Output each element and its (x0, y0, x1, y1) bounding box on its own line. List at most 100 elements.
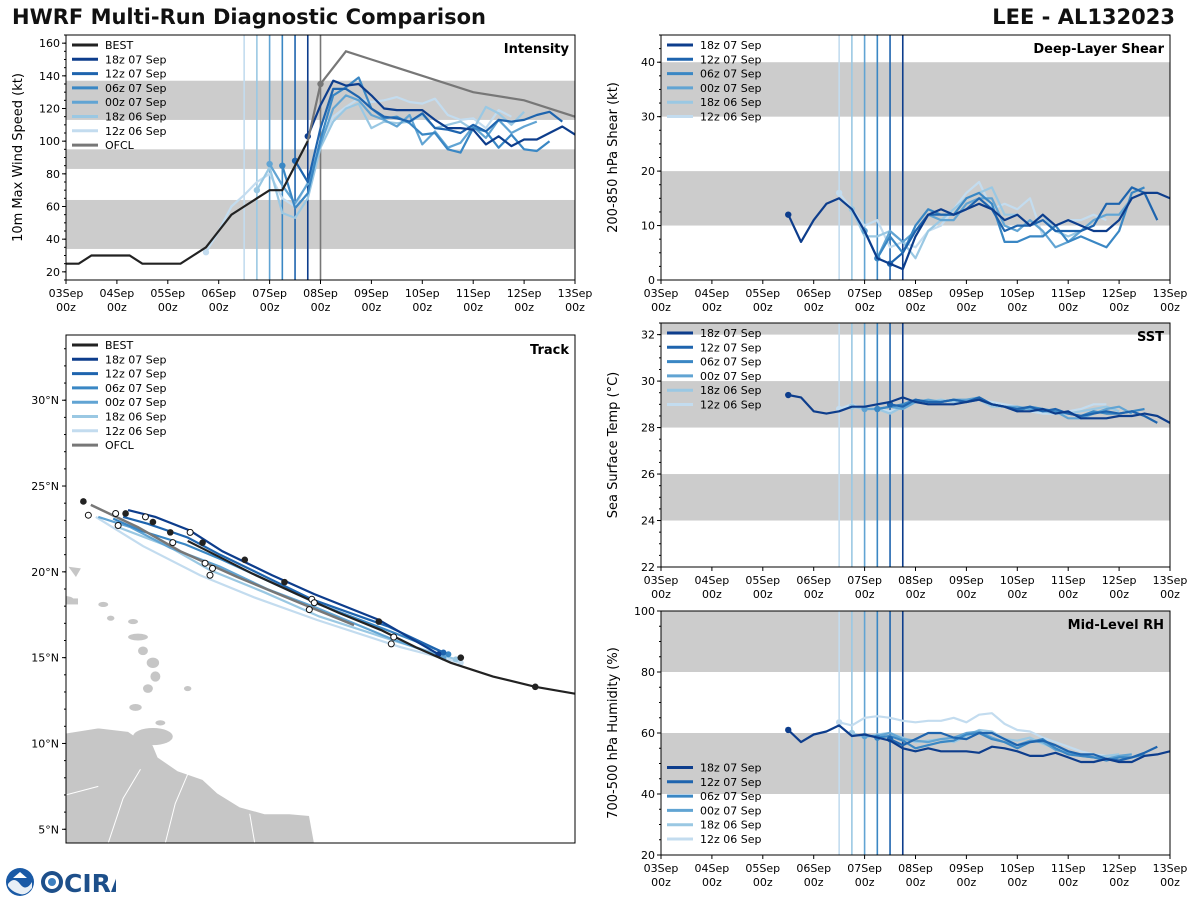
x-tick-label: 10Sep (1000, 574, 1035, 587)
x-tick-sublabel: 00z (158, 301, 178, 314)
legend-label: 12z 07 Sep (700, 53, 762, 66)
x-tick-label: 10Sep (1000, 862, 1035, 875)
x-tick-label: 11Sep (1051, 862, 1086, 875)
legend-label: OFCL (105, 139, 135, 152)
lat-tick-label: 30°N (31, 394, 59, 407)
panel-title: SST (1137, 330, 1164, 345)
x-tick-sublabel: 00z (1160, 588, 1180, 601)
x-tick-label: 06Sep (796, 287, 831, 300)
y-tick-label: 32 (641, 329, 655, 342)
x-tick-label: 05Sep (745, 862, 780, 875)
x-tick-label: 06Sep (201, 287, 236, 300)
x-tick-label: 10Sep (405, 287, 440, 300)
legend-label: 12z 06 Sep (700, 833, 762, 846)
x-tick-label: 09Sep (354, 287, 389, 300)
x-tick-label: 13Sep (1153, 862, 1188, 875)
track-start-point (440, 649, 447, 656)
panel-title: Deep-Layer Shear (1033, 42, 1164, 57)
x-tick-label: 03Sep (644, 574, 679, 587)
legend-label: 12z 06 Sep (105, 425, 167, 438)
shade-band (661, 323, 1170, 335)
x-tick-label: 11Sep (1051, 287, 1086, 300)
y-axis-label: 10m Max Wind Speed (kt) (11, 73, 26, 242)
country-border (313, 818, 318, 843)
x-tick-label: 08Sep (898, 862, 933, 875)
forecast-marker (305, 606, 313, 614)
track-map-area (66, 498, 575, 843)
x-tick-label: 07Sep (847, 574, 882, 587)
sst-plot-area (661, 323, 1170, 567)
x-tick-sublabel: 00z (651, 876, 671, 889)
track-line-00z-07-Sep (97, 515, 444, 659)
legend-label: BEST (105, 339, 133, 352)
series-line-06z-07-Sep (876, 186, 1145, 259)
track-start-point (452, 656, 459, 663)
x-tick-sublabel: 00z (753, 301, 773, 314)
x-tick-label: 10Sep (1000, 287, 1035, 300)
y-tick-label: 60 (641, 727, 655, 740)
x-tick-sublabel: 00z (1007, 301, 1027, 314)
cira-logo: CIRA (41, 869, 116, 898)
x-tick-sublabel: 00z (651, 301, 671, 314)
island (138, 646, 148, 656)
ofcl-line (306, 50, 575, 142)
x-tick-sublabel: 00z (1007, 876, 1027, 889)
track-start-point (457, 659, 464, 666)
panel-title: Track (530, 343, 569, 358)
x-tick-label: 12Sep (1102, 574, 1137, 587)
island (133, 728, 173, 746)
x-tick-sublabel: 00z (651, 588, 671, 601)
legend-label: 00z 07 Sep (105, 96, 167, 109)
legend-label: 18z 06 Sep (105, 411, 167, 424)
x-tick-label: 04Sep (695, 862, 730, 875)
y-tick-label: 24 (641, 515, 655, 528)
x-tick-label: 08Sep (303, 287, 338, 300)
legend-label: 18z 07 Sep (105, 53, 167, 66)
series-line-12z-07-Sep (889, 186, 1159, 265)
x-tick-sublabel: 00z (209, 301, 229, 314)
best-track-point (531, 683, 539, 691)
series-start-point (835, 719, 843, 726)
lat-tick-label: 10°N (31, 737, 59, 750)
best-track-point (122, 510, 129, 517)
x-tick-label: 06Sep (796, 862, 831, 875)
y-axis-label: 700-500 hPa Humidity (%) (606, 647, 621, 819)
figure-title: HWRF Multi-Run Diagnostic Comparison (12, 5, 487, 29)
forecast-marker (114, 522, 122, 529)
best-track-point (241, 556, 249, 564)
series-start-point (202, 249, 210, 256)
best-track-line (187, 539, 575, 695)
x-tick-label: 03Sep (49, 287, 84, 300)
series-start-point (835, 189, 843, 197)
island (155, 720, 166, 726)
legend-label: 18z 07 Sep (700, 327, 762, 340)
forecast-marker (206, 571, 214, 579)
forecast-marker (186, 528, 194, 536)
legend-label: 18z 06 Sep (700, 819, 762, 832)
y-tick-label: 100 (634, 605, 655, 618)
best-track-point (166, 529, 174, 536)
y-tick-label: 80 (641, 666, 655, 679)
x-tick-sublabel: 00z (804, 588, 824, 601)
x-tick-label: 05Sep (745, 574, 780, 587)
legend-label: 18z 06 Sep (700, 384, 762, 397)
land-south-america (66, 727, 315, 843)
x-tick-sublabel: 00z (1109, 876, 1129, 889)
island (128, 619, 139, 625)
island-puerto-rico (66, 598, 78, 605)
y-tick-label: 10 (641, 220, 655, 233)
panel-rh: 2040608010003Sep00z04Sep00z05Sep00z06Sep… (606, 605, 1187, 889)
legend-label: 06z 07 Sep (105, 382, 167, 395)
legend-label: 06z 07 Sep (105, 82, 167, 95)
country-border (107, 768, 141, 843)
legend-label: 12z 07 Sep (105, 368, 167, 381)
x-tick-label: 07Sep (252, 287, 287, 300)
intensity-plot-area (66, 35, 575, 280)
shade-band (661, 171, 1170, 226)
legend-label: 12z 07 Sep (700, 776, 762, 789)
forecast-marker (390, 633, 398, 641)
x-tick-label: 04Sep (695, 574, 730, 587)
series-start-point (785, 391, 792, 399)
x-tick-sublabel: 00z (1109, 301, 1129, 314)
